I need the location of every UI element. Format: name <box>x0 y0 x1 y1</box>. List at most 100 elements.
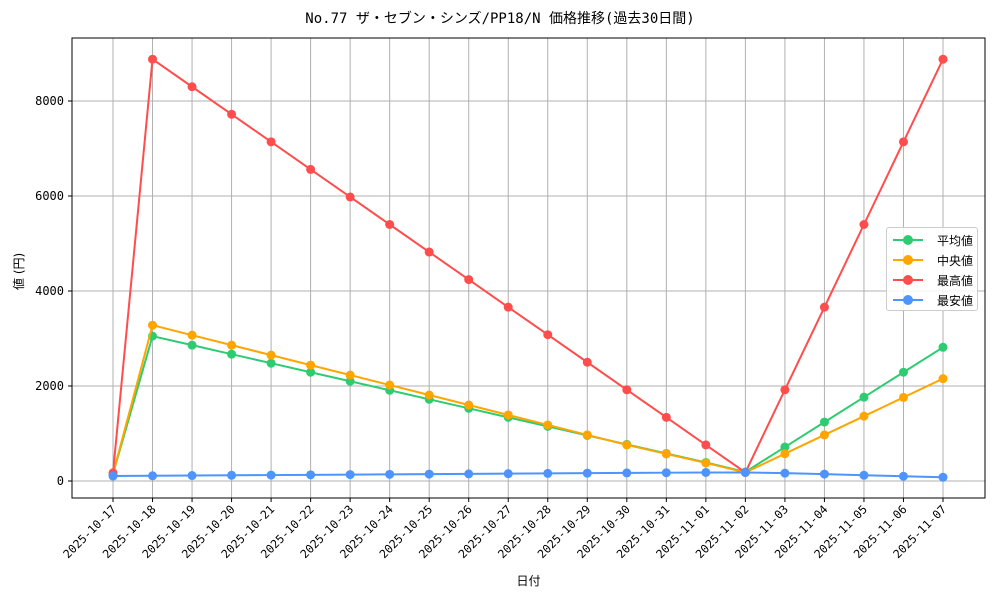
data-point <box>898 367 908 377</box>
data-point <box>108 471 118 481</box>
data-point <box>464 275 474 285</box>
data-point <box>345 370 355 380</box>
data-point <box>148 320 158 330</box>
data-point <box>148 471 158 481</box>
legend-item-average: 平均値 <box>893 230 977 250</box>
legend-label-min: 最安値 <box>937 294 974 308</box>
y-tick-label: 6000 <box>35 189 64 203</box>
data-point <box>582 357 592 367</box>
series-line <box>112 334 944 475</box>
data-point <box>898 392 908 402</box>
legend-marker-max <box>903 275 913 285</box>
data-point <box>227 340 237 350</box>
data-point <box>819 417 829 427</box>
data-point <box>187 330 197 340</box>
data-point <box>345 192 355 202</box>
data-point <box>424 247 434 257</box>
legend-marker-min <box>903 295 913 305</box>
data-point <box>938 342 948 352</box>
data-point <box>266 350 276 360</box>
data-point <box>227 109 237 119</box>
data-point <box>385 220 395 229</box>
data-point <box>819 302 829 312</box>
legend-item-min: 最安値 <box>893 290 977 310</box>
x-axis-label: 日付 <box>516 574 541 588</box>
legend-label-median: 中央値 <box>937 254 974 268</box>
legend-item-median: 中央値 <box>893 250 977 270</box>
data-point <box>543 420 553 430</box>
data-point <box>582 430 592 440</box>
data-point <box>780 442 790 452</box>
data-point <box>859 220 869 229</box>
data-point <box>780 468 790 478</box>
data-point <box>701 458 711 468</box>
legend-label-max: 最高値 <box>937 274 974 288</box>
data-point <box>306 470 316 480</box>
data-point <box>622 385 632 395</box>
data-point <box>661 412 671 422</box>
axes-frame <box>71 37 986 499</box>
data-point <box>780 385 790 395</box>
data-point <box>938 54 948 64</box>
legend: 平均値 中央値 最高値 最安値 <box>886 227 978 311</box>
data-point <box>424 469 434 479</box>
data-point <box>701 467 711 477</box>
data-point <box>306 360 316 370</box>
data-point <box>622 468 632 478</box>
data-point <box>385 469 395 479</box>
data-point <box>187 471 197 481</box>
legend-marker-average <box>903 235 913 245</box>
data-point <box>543 468 553 478</box>
data-point <box>227 349 237 359</box>
legend-item-max: 最高値 <box>893 270 977 290</box>
data-point <box>859 392 869 402</box>
y-tick-label: 0 <box>57 474 64 488</box>
data-point <box>780 449 790 459</box>
chart-title: No.77 ザ・セブン・シンズ/PP18/N 価格推移(過去30日間) <box>305 11 695 27</box>
data-point <box>740 467 750 477</box>
series-line <box>112 57 944 474</box>
y-tick-label: 2000 <box>35 379 64 393</box>
data-point <box>464 469 474 479</box>
data-point <box>345 376 355 386</box>
series-line <box>112 323 944 475</box>
legend-label-average: 平均値 <box>937 234 974 248</box>
data-point <box>819 430 829 440</box>
data-point <box>582 468 592 478</box>
data-point <box>819 469 829 479</box>
series-line <box>112 471 944 479</box>
data-point <box>266 470 276 480</box>
legend-marker-median <box>903 255 913 265</box>
data-point <box>898 471 908 481</box>
y-tick-label: 8000 <box>35 94 64 108</box>
data-point <box>503 302 513 312</box>
data-point <box>859 411 869 421</box>
data-point <box>701 440 711 450</box>
data-point <box>503 469 513 479</box>
data-point <box>148 54 158 64</box>
data-point <box>661 468 671 478</box>
data-point <box>306 164 316 174</box>
y-axis-label: 値 (円) <box>12 252 26 290</box>
data-point <box>345 470 355 480</box>
data-point <box>424 390 434 400</box>
y-tick-label: 4000 <box>35 284 64 298</box>
data-point <box>306 367 316 377</box>
data-point <box>859 470 869 480</box>
data-point <box>938 374 948 384</box>
data-point <box>938 472 948 482</box>
data-point <box>385 380 395 390</box>
data-point <box>661 449 671 459</box>
data-point <box>464 400 474 410</box>
data-point <box>898 137 908 147</box>
data-point <box>187 82 197 92</box>
data-point <box>266 137 276 147</box>
data-point <box>227 470 237 480</box>
data-point <box>503 410 513 420</box>
data-point <box>543 330 553 340</box>
data-point <box>266 358 276 368</box>
data-point <box>622 440 632 450</box>
data-point <box>187 340 197 350</box>
